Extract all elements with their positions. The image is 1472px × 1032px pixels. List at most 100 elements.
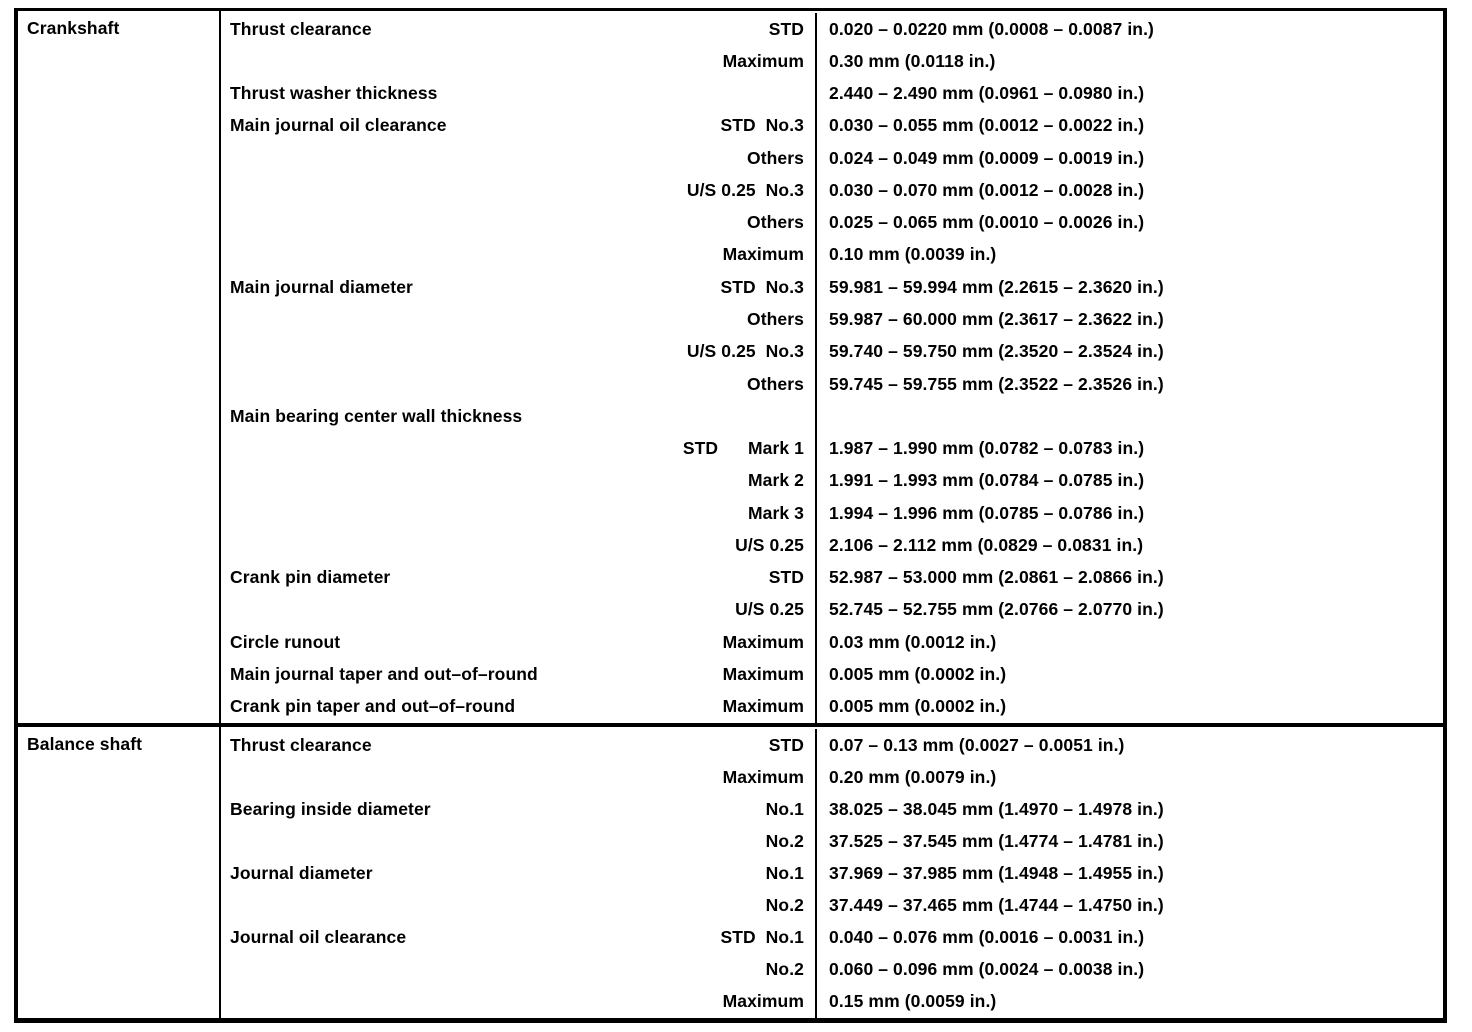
spec-value: 59.981 – 59.994 mm (2.2615 – 2.3620 in.): [829, 276, 1164, 297]
spec-value-cell: 0.005 mm (0.0002 in.): [817, 658, 1443, 690]
spec-item-cell: Main journal diameter STD No.3: [221, 271, 817, 304]
spec-value: 0.03 mm (0.0012 in.): [829, 631, 997, 652]
spec-value-cell: 1.991 – 1.993 mm (0.0784 – 0.0785 in.): [817, 465, 1443, 497]
spec-condition-label: Others: [746, 212, 804, 233]
spec-condition-label: STD: [768, 18, 804, 39]
spec-item-label: Thrust washer thickness: [230, 83, 438, 104]
spec-value-cell: 0.005 mm (0.0002 in.): [817, 691, 1443, 723]
spec-row: Main journal oil clearance STD No.3 0.03…: [221, 109, 1443, 143]
spec-condition-label: U/S 0.25 No.3: [686, 341, 804, 362]
spec-value-cell: 0.03 mm (0.0012 in.): [817, 626, 1443, 658]
spec-value-cell: 59.987 – 60.000 mm (2.3617 – 2.3622 in.): [817, 303, 1443, 335]
spec-row: Circle runout Maximum 0.03 mm (0.0012 in…: [221, 626, 1443, 659]
spec-item-cell: Bearing inside diameter No.1: [221, 793, 817, 826]
spec-item-cell: Crank pin taper and out–of–round Maximum: [221, 690, 817, 723]
spec-value-cell: 0.030 – 0.070 mm (0.0012 – 0.0028 in.): [817, 174, 1443, 206]
spec-value-cell: 1.987 – 1.990 mm (0.0782 – 0.0783 in.): [817, 432, 1443, 464]
component-section: Balance shaft Thrust clearance STD 0.07 …: [18, 723, 1443, 1018]
spec-value-cell: 2.440 – 2.490 mm (0.0961 – 0.0980 in.): [817, 78, 1443, 110]
spec-item-label: Bearing inside diameter: [230, 798, 431, 819]
spec-value: 0.07 – 0.13 mm (0.0027 – 0.0051 in.): [829, 734, 1125, 755]
spec-condition-label: Maximum: [722, 766, 804, 787]
spec-row: Main journal diameter STD No.3 59.981 – …: [221, 271, 1443, 304]
spec-item-cell: Others: [221, 303, 817, 336]
spec-row: Maximum 0.10 mm (0.0039 in.): [221, 238, 1443, 272]
spec-value: 2.440 – 2.490 mm (0.0961 – 0.0980 in.): [829, 83, 1145, 104]
component-cell: Balance shaft: [18, 727, 221, 1018]
spec-rows: Thrust clearance STD 0.07 – 0.13 mm (0.0…: [221, 727, 1443, 1018]
spec-condition-label: STD: [768, 734, 804, 755]
spec-item-cell: Main journal taper and out–of–round Maxi…: [221, 658, 817, 691]
component-section: Crankshaft Thrust clearance STD 0.020 – …: [18, 11, 1443, 723]
spec-value-cell: 0.07 – 0.13 mm (0.0027 – 0.0051 in.): [817, 729, 1443, 761]
spec-condition-label: Maximum: [722, 663, 804, 684]
spec-item-cell: Maximum: [221, 985, 817, 1018]
spec-value-cell: 37.969 – 37.985 mm (1.4948 – 1.4955 in.): [817, 857, 1443, 889]
spec-condition-label: STD: [768, 567, 804, 588]
component-cell: Crankshaft: [18, 11, 221, 723]
spec-value: 52.987 – 53.000 mm (2.0861 – 2.0866 in.): [829, 567, 1164, 588]
spec-item-cell: Maximum: [221, 45, 817, 78]
spec-value-cell: 0.10 mm (0.0039 in.): [817, 239, 1443, 271]
spec-condition-label: Maximum: [722, 991, 804, 1012]
spec-value-cell: 0.020 – 0.0220 mm (0.0008 – 0.0087 in.): [817, 13, 1443, 45]
spec-row: Crank pin diameter STD 52.987 – 53.000 m…: [221, 561, 1443, 594]
spec-value-cell: 59.740 – 59.750 mm (2.3520 – 2.3524 in.): [817, 336, 1443, 368]
spec-row: Bearing inside diameter No.1 38.025 – 38…: [221, 793, 1443, 826]
spec-item-cell: No.2: [221, 953, 817, 986]
spec-condition-label: Mark 2: [747, 470, 804, 491]
specification-table: Crankshaft Thrust clearance STD 0.020 – …: [14, 8, 1447, 1023]
spec-condition-label: STD No.3: [720, 115, 804, 136]
spec-value-cell: 0.20 mm (0.0079 in.): [817, 761, 1443, 793]
spec-row: Thrust washer thickness 2.440 – 2.490 mm…: [221, 77, 1443, 110]
spec-condition-label: No.2: [765, 959, 804, 980]
spec-value: 1.994 – 1.996 mm (0.0785 – 0.0786 in.): [829, 502, 1145, 523]
spec-row: Journal oil clearance STD No.1 0.040 – 0…: [221, 921, 1443, 954]
spec-rows: Thrust clearance STD 0.020 – 0.0220 mm (…: [221, 11, 1443, 723]
spec-condition-label: No.1: [765, 798, 804, 819]
spec-item-cell: Mark 2: [221, 464, 817, 497]
spec-value: 0.005 mm (0.0002 in.): [829, 663, 1007, 684]
spec-value-cell: 0.030 – 0.055 mm (0.0012 – 0.0022 in.): [817, 110, 1443, 142]
spec-row: U/S 0.25 2.106 – 2.112 mm (0.0829 – 0.08…: [221, 529, 1443, 562]
spec-item-cell: U/S 0.25: [221, 593, 817, 627]
spec-condition-label: Maximum: [722, 631, 804, 652]
spec-value: 2.106 – 2.112 mm (0.0829 – 0.0831 in.): [829, 534, 1144, 555]
spec-value-cell: 0.024 – 0.049 mm (0.0009 – 0.0019 in.): [817, 142, 1443, 174]
spec-row: No.2 37.525 – 37.545 mm (1.4774 – 1.4781…: [221, 825, 1443, 858]
spec-row: No.2 37.449 – 37.465 mm (1.4744 – 1.4750…: [221, 889, 1443, 922]
spec-value: 0.20 mm (0.0079 in.): [829, 766, 997, 787]
spec-value: 0.024 – 0.049 mm (0.0009 – 0.0019 in.): [829, 147, 1145, 168]
spec-item-label: Thrust clearance: [230, 734, 372, 755]
spec-value: 52.745 – 52.755 mm (2.0766 – 2.0770 in.): [829, 599, 1164, 620]
spec-item-cell: Maximum: [221, 761, 817, 794]
spec-value-cell: 59.981 – 59.994 mm (2.2615 – 2.3620 in.): [817, 271, 1443, 303]
spec-value: 0.15 mm (0.0059 in.): [829, 991, 997, 1012]
spec-value: 0.30 mm (0.0118 in.): [829, 50, 996, 71]
spec-value-cell: 52.745 – 52.755 mm (2.0766 – 2.0770 in.): [817, 594, 1443, 626]
spec-value: 0.030 – 0.055 mm (0.0012 – 0.0022 in.): [829, 115, 1145, 136]
spec-value-cell: 37.525 – 37.545 mm (1.4774 – 1.4781 in.): [817, 825, 1443, 857]
spec-row: Crank pin taper and out–of–round Maximum…: [221, 690, 1443, 723]
spec-value: 37.449 – 37.465 mm (1.4744 – 1.4750 in.): [829, 895, 1164, 916]
spec-item-cell: Maximum: [221, 238, 817, 272]
spec-row: U/S 0.25 No.3 0.030 – 0.070 mm (0.0012 –…: [221, 174, 1443, 207]
spec-condition-label: STD Mark 1: [682, 438, 804, 459]
spec-item-cell: Crank pin diameter STD: [221, 561, 817, 594]
spec-item-cell: Thrust clearance STD: [221, 13, 817, 46]
spec-value-cell: 0.040 – 0.076 mm (0.0016 – 0.0031 in.): [817, 922, 1443, 954]
spec-row: U/S 0.25 52.745 – 52.755 mm (2.0766 – 2.…: [221, 593, 1443, 627]
spec-item-label: Main journal diameter: [230, 276, 413, 297]
spec-row: Main bearing center wall thickness: [221, 400, 1443, 433]
spec-item-cell: Thrust clearance STD: [221, 729, 817, 762]
spec-item-label: Journal oil clearance: [230, 927, 407, 948]
spec-value-cell: 2.106 – 2.112 mm (0.0829 – 0.0831 in.): [817, 529, 1443, 561]
spec-value-cell: 0.060 – 0.096 mm (0.0024 – 0.0038 in.): [817, 954, 1443, 986]
spec-row: Maximum 0.20 mm (0.0079 in.): [221, 761, 1443, 794]
spec-row: Thrust clearance STD 0.020 – 0.0220 mm (…: [221, 13, 1443, 46]
spec-row: Maximum 0.15 mm (0.0059 in.): [221, 985, 1443, 1018]
spec-row: Others 0.025 – 0.065 mm (0.0010 – 0.0026…: [221, 206, 1443, 239]
spec-item-label: Journal diameter: [230, 862, 373, 883]
spec-condition-label: No.2: [765, 830, 804, 851]
